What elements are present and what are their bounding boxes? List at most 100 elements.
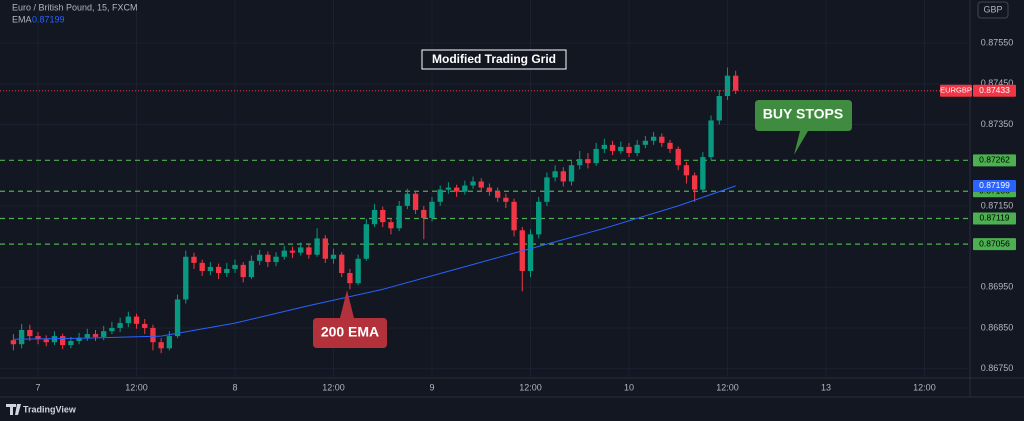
candle-body [27, 329, 33, 337]
candle-body [158, 342, 164, 349]
y-tick-label: 0.87350 [981, 119, 1014, 129]
annotation-text: 200 EMA [321, 324, 379, 340]
x-tick-label: 13 [821, 382, 831, 392]
x-tick-label: 12:00 [322, 382, 345, 392]
candle-body [577, 159, 583, 166]
candle-body [68, 340, 74, 346]
brand-name: TradingView [23, 404, 77, 414]
x-tick-label: 12:00 [519, 382, 542, 392]
y-tick-label: 0.86850 [981, 322, 1014, 332]
candle-body [109, 327, 115, 332]
candle-body [248, 260, 255, 278]
candle-body [281, 250, 287, 257]
candle-body [626, 146, 632, 153]
candle-body [462, 185, 468, 192]
candle-body [18, 329, 25, 345]
y-tick-label: 0.86750 [981, 363, 1014, 373]
candle-body [125, 316, 131, 324]
candle-body [560, 171, 566, 182]
candle-body [256, 254, 263, 261]
candle-body [634, 144, 640, 153]
x-tick-label: 12:00 [125, 382, 148, 392]
candle-body [724, 75, 731, 97]
brand-logo [6, 404, 21, 415]
level-tag: 0.87262 [979, 155, 1010, 165]
candle-body [503, 197, 509, 202]
candle-body [642, 140, 649, 145]
candle-body [618, 146, 624, 151]
candle-body [174, 299, 181, 337]
candle-body [84, 334, 90, 338]
candle-body [59, 336, 66, 346]
candle-body [486, 187, 493, 192]
candle-body [552, 171, 558, 178]
candle-body [371, 209, 378, 225]
candle-body [51, 336, 58, 343]
x-tick-label: 12:00 [913, 382, 936, 392]
candle-body [191, 256, 197, 263]
candle-body [700, 157, 706, 190]
candle-body [265, 254, 271, 263]
candle-body [199, 262, 205, 271]
candle-body [404, 193, 411, 206]
candle-body [544, 177, 550, 202]
symbol-tag-bg [940, 84, 972, 97]
ema-tag: 0.87199 [979, 180, 1010, 190]
candle-body [609, 144, 616, 151]
candle-body [76, 337, 82, 341]
x-tick-label: 10 [624, 382, 634, 392]
marks [0, 67, 970, 354]
candle-body [527, 234, 534, 271]
candle-body [142, 323, 148, 328]
y-tick-label: 0.87550 [981, 38, 1014, 48]
candle-body [733, 75, 739, 91]
candle-body [330, 254, 337, 259]
candle-body [568, 165, 575, 182]
ema-legend-value: 0.87199 [32, 14, 65, 24]
symbol-title: Euro / British Pound, 15, FXCM [12, 2, 138, 12]
candle-body [683, 165, 690, 176]
candle-body [43, 339, 49, 343]
annotation-callout [755, 100, 852, 155]
candle-body [314, 238, 320, 255]
candle-body [601, 144, 608, 149]
candle-body [35, 336, 41, 340]
last-price-tag: 0.87433 [979, 85, 1010, 95]
candle-body [716, 96, 722, 121]
candle-body [306, 247, 312, 255]
candle-body [667, 142, 673, 149]
candle-body [150, 327, 156, 343]
candle-body [133, 316, 140, 324]
candle-body [478, 181, 484, 188]
candle-body [380, 209, 386, 223]
candle-body [363, 224, 370, 259]
x-tick-label: 12:00 [716, 382, 739, 392]
x-tick-label: 9 [429, 382, 434, 392]
candle-body [708, 120, 714, 158]
candle-body [593, 148, 599, 164]
ema-tag-bg [973, 179, 1016, 192]
level-tag-bg [973, 238, 1016, 251]
candle-body [659, 136, 665, 143]
y-tick-label: 0.87450 [981, 78, 1014, 88]
ema-line [13, 185, 736, 340]
candle-body [585, 159, 591, 164]
candle-body [388, 222, 394, 229]
candle-body [355, 258, 361, 284]
symbol-tag: EURGBP [940, 86, 972, 95]
level-tag-bg [973, 212, 1016, 225]
candle-body [511, 201, 517, 231]
candle-body [322, 238, 328, 259]
candle-body [347, 273, 353, 284]
currency-button[interactable] [977, 1, 1009, 19]
candle-body [232, 264, 238, 269]
candle-body [396, 205, 402, 229]
annotation-text: Modified Trading Grid [432, 52, 556, 66]
currency-label[interactable]: GBP [983, 4, 1002, 14]
level-tag: 0.87119 [979, 213, 1009, 223]
candle-body [183, 256, 189, 300]
x-tick-label: 7 [36, 382, 41, 392]
candle-body [470, 181, 476, 186]
candle-body [675, 148, 681, 166]
